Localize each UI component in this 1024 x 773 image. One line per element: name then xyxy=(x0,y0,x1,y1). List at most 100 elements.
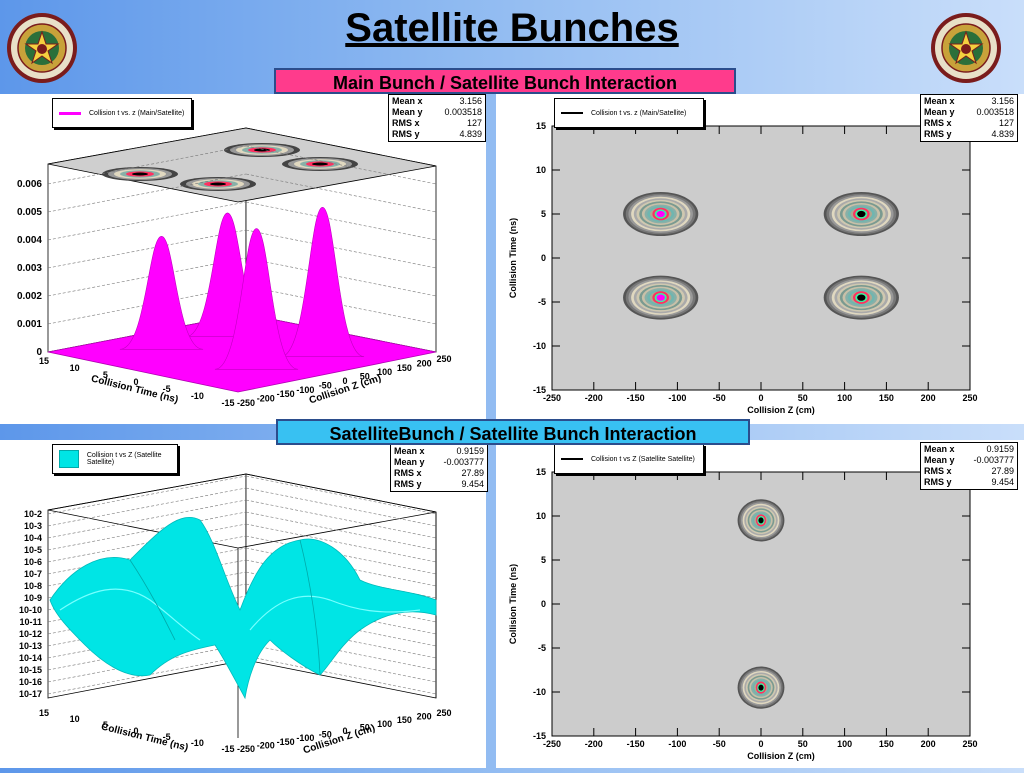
y-tick-label: 0 xyxy=(133,726,138,736)
x-tick-label: -100 xyxy=(296,733,314,743)
mini-contour xyxy=(210,182,226,186)
grid-line xyxy=(47,257,247,297)
y-tick-label: -15 xyxy=(533,385,546,395)
z-tick-label: 10-15 xyxy=(19,665,42,675)
x-tick-label: -250 xyxy=(237,744,255,754)
surface-ridge xyxy=(129,559,176,641)
y-tick-label: 15 xyxy=(536,121,546,131)
surface-peak xyxy=(214,228,299,370)
z-tick-label: 10-5 xyxy=(24,545,42,555)
contour-plot-satellite: -250 -200 -150 -100 -50 0 50 100 150 200 250-15-10… xyxy=(508,467,978,761)
y-tick-label: 5 xyxy=(103,370,108,380)
contour-core xyxy=(759,685,763,690)
z-tick-label: 10-3 xyxy=(24,521,42,531)
x-tick-label: -250 xyxy=(543,393,561,403)
mini-contour xyxy=(312,162,328,166)
x-tick-label: -50 xyxy=(319,730,332,740)
x-tick-label: 150 xyxy=(397,715,412,725)
x-tick-label: -250 xyxy=(543,739,561,749)
banner-satellite-satellite: SatelliteBunch / Satellite Bunch Interac… xyxy=(276,419,750,445)
contour-core xyxy=(859,212,864,216)
x-tick-label: 100 xyxy=(377,719,392,729)
texas-am-university-seal-icon xyxy=(931,13,1001,83)
grid-line xyxy=(245,499,437,539)
x-tick-label: 50 xyxy=(360,722,370,732)
x-tick-label: 200 xyxy=(417,712,432,722)
z-tick-label: 10-8 xyxy=(24,581,42,591)
legend-label: Collision t vs. z (Main/Satellite) xyxy=(89,109,185,117)
legend-contour-satellite: Collision t vs Z (Satellite Satellite) xyxy=(554,444,704,474)
surface-ridge xyxy=(59,588,201,641)
z-tick-label: 10-9 xyxy=(24,593,42,603)
y-tick-label: 0 xyxy=(133,377,138,387)
z-tick-label: 0 xyxy=(36,347,42,358)
x-tick-label: -50 xyxy=(713,393,726,403)
grid-line xyxy=(47,487,247,527)
x-tick-label: 150 xyxy=(397,363,412,373)
grid-line xyxy=(245,487,437,527)
grid-line xyxy=(47,145,247,185)
contour-blob xyxy=(737,666,785,709)
x-tick-label: -100 xyxy=(668,739,686,749)
x-tick-label: 50 xyxy=(360,372,370,382)
z-tick-label: 0.003 xyxy=(17,263,42,274)
grid-line xyxy=(47,475,247,515)
y-tick-label: 15 xyxy=(39,708,49,718)
x-tick-label: -100 xyxy=(668,393,686,403)
x-tick-label: 150 xyxy=(879,393,894,403)
x-axis-label: Collision Z (cm) xyxy=(747,405,815,415)
z-tick-label: 10-16 xyxy=(19,677,42,687)
contour-core xyxy=(859,295,864,300)
legend-label: Collision t vs. z (Main/Satellite) xyxy=(591,109,687,117)
y-tick-label: 5 xyxy=(541,209,546,219)
z-tick-label: 10-10 xyxy=(19,605,42,615)
slide-title: Satellite Bunches xyxy=(345,6,679,50)
y-tick-label: -5 xyxy=(538,297,546,307)
z-tick-label: 0.005 xyxy=(17,207,42,218)
x-tick-label: 200 xyxy=(921,739,936,749)
x-tick-label: 200 xyxy=(921,393,936,403)
plot-area xyxy=(551,125,971,391)
y-tick-label: -10 xyxy=(533,687,546,697)
contour-core xyxy=(759,518,763,523)
y-tick-label: 10 xyxy=(70,714,80,724)
y-tick-label: -5 xyxy=(163,384,171,394)
panel-surface-satellite: 10-2 10-3 10-4 10-5 10-6 10-7 10-8 10-9 10-10 10-… xyxy=(0,440,488,768)
stats-box-satellite-surface: Mean x 0.9159 Mean y -0.003777 RMS x 27.89 … xyxy=(390,444,488,492)
contour-blob xyxy=(623,275,699,320)
contour-blob xyxy=(823,192,899,236)
surface-ridge xyxy=(249,595,421,631)
z-tick-label: 0.002 xyxy=(17,291,42,302)
y-tick-label: -15 xyxy=(221,744,234,754)
top-projection-plane xyxy=(47,127,437,203)
x-tick-label: 250 xyxy=(436,354,451,364)
y-axis-label: Collision Time (ns) xyxy=(508,218,518,298)
contour-blob xyxy=(737,499,785,542)
y-tick-label: 5 xyxy=(541,555,546,565)
stats-box-satellite-contour: Mean x 0.9159 Mean y -0.003777 RMS x 27.89 … xyxy=(920,442,1018,490)
y-tick-label: -15 xyxy=(221,398,234,408)
x-tick-label: 0 xyxy=(758,739,763,749)
panel-contour-satellite: -250 -200 -150 -100 -50 0 50 100 150 200 250 -15 -10… xyxy=(496,440,1024,768)
grid-line xyxy=(245,145,437,185)
x-tick-label: 0 xyxy=(342,376,347,386)
grid-line xyxy=(245,655,437,695)
y-axis-label: Collision Time (ns) xyxy=(100,721,189,753)
x-tick-label: 100 xyxy=(837,393,852,403)
z-tick-label: 10-17 xyxy=(19,689,42,699)
x-tick-label: 250 xyxy=(962,739,977,749)
surface-peak xyxy=(119,235,204,350)
x-tick-label: -50 xyxy=(713,739,726,749)
x-tick-label: 150 xyxy=(879,739,894,749)
x-tick-label: 250 xyxy=(436,708,451,718)
contour-blob xyxy=(623,192,699,236)
texas-am-university-seal-icon xyxy=(7,13,77,83)
x-tick-label: 0 xyxy=(342,726,347,736)
x-tick-label: -50 xyxy=(319,380,332,390)
y-tick-label: -5 xyxy=(538,643,546,653)
y-tick-label: 15 xyxy=(536,467,546,477)
z-tick-label: 10-13 xyxy=(19,641,42,651)
y-tick-label: -10 xyxy=(533,341,546,351)
legend-swatch xyxy=(59,111,81,115)
grid-line xyxy=(245,523,437,563)
